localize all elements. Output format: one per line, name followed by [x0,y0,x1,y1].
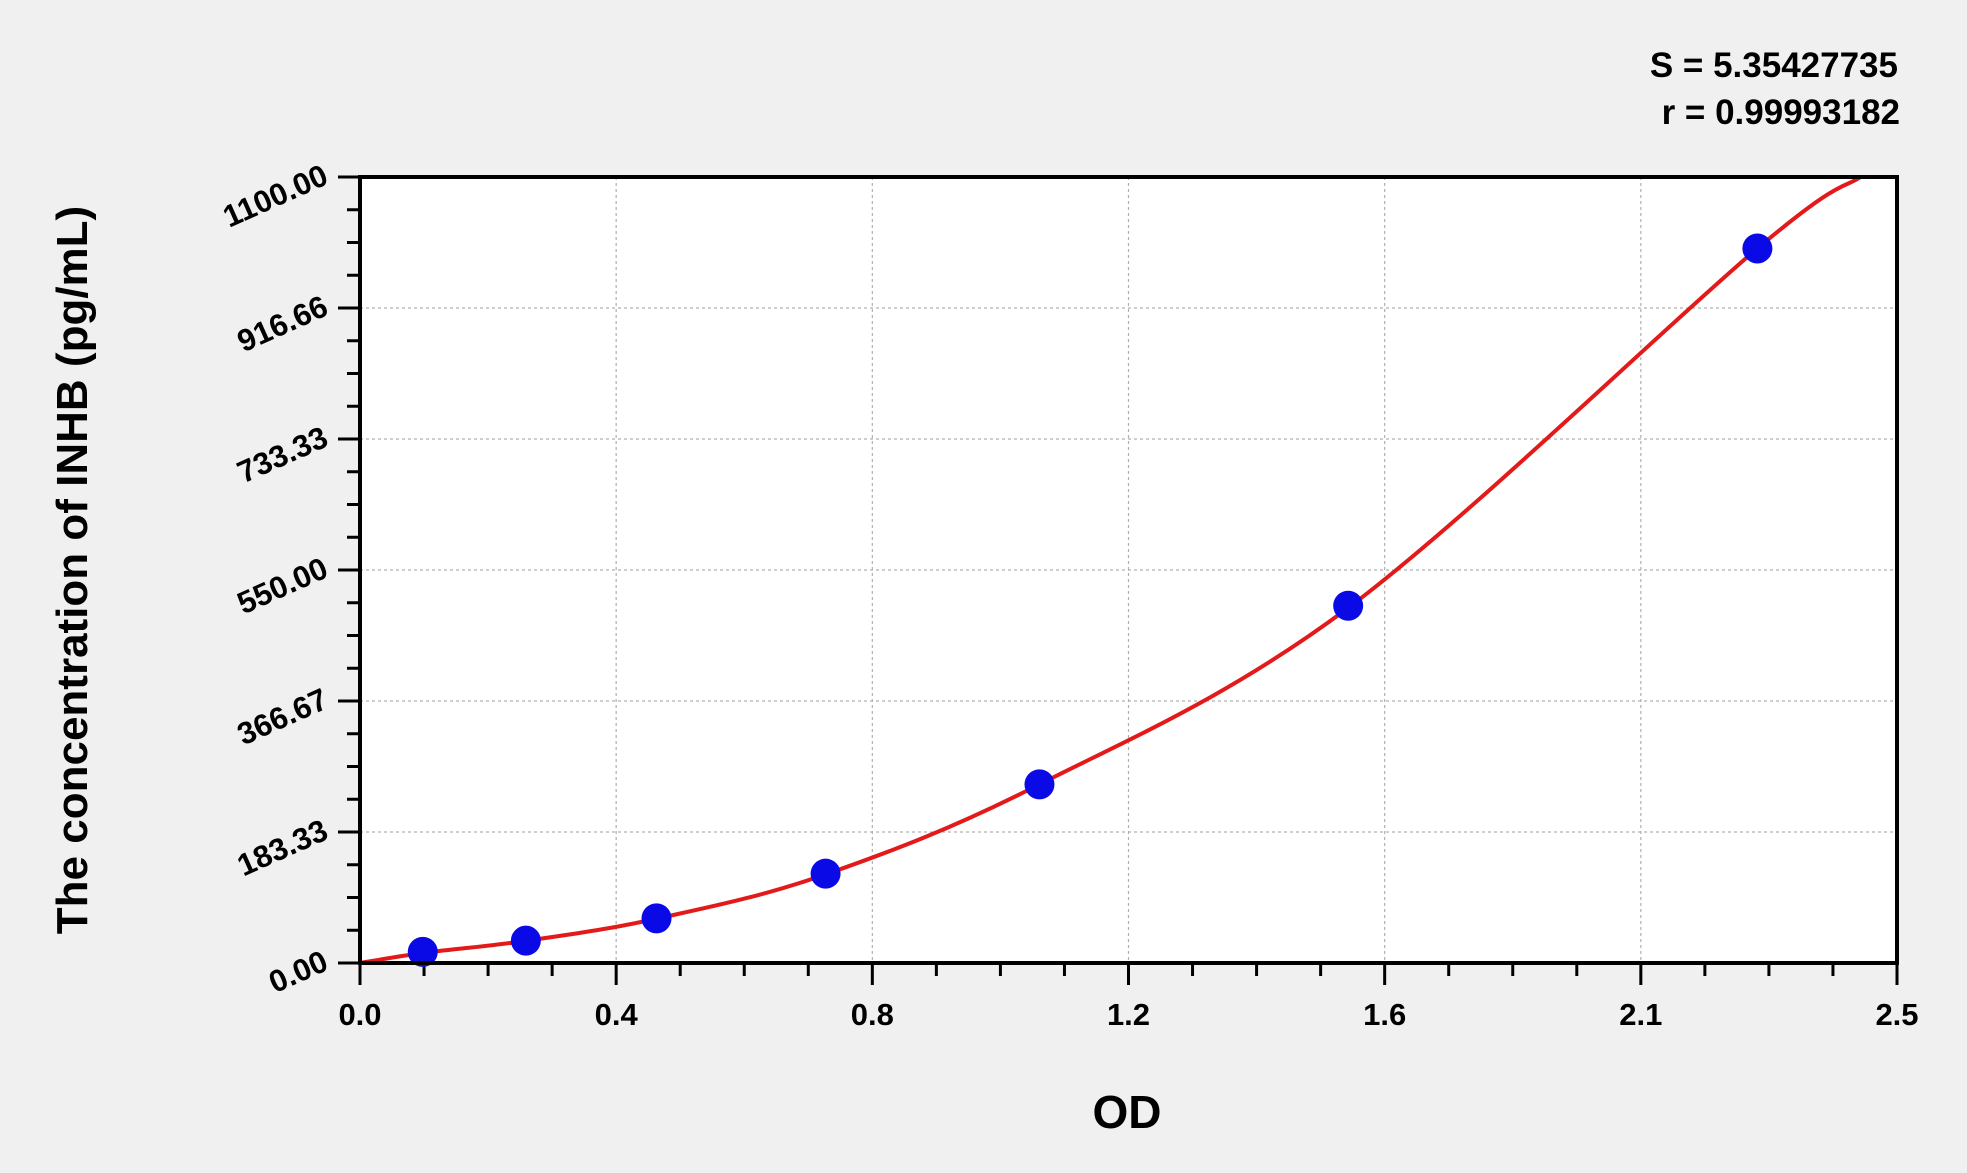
x-tick-label: 2.5 [1875,997,1918,1032]
x-tick-label: 1.6 [1363,997,1406,1032]
plot-frame [358,175,1899,965]
data-point [1742,233,1773,264]
y-axis-title: The concentration of INHB (pg/mL) [48,206,97,934]
data-point [510,925,541,956]
data-point [1024,769,1055,800]
x-tick-labels: 0.0 0.4 0.8 1.2 1.6 2.1 2.5 [338,997,1918,1032]
data-point [810,858,841,889]
data-point [1333,590,1364,621]
x-tick-label: 0.8 [851,997,894,1032]
data-point [407,936,438,967]
x-tick-label: 1.2 [1107,997,1150,1032]
x-tick-label: 0.0 [338,997,381,1032]
data-point [641,903,672,934]
r-annotation: r = 0.99993182 [1662,93,1900,132]
x-tick-label: 0.4 [595,997,639,1032]
data-points [407,233,1773,967]
s-annotation: S = 5.35427735 [1650,46,1898,85]
grid [360,177,1897,963]
x-axis-title: OD [1093,1086,1162,1138]
x-tick-label: 2.1 [1619,997,1662,1032]
